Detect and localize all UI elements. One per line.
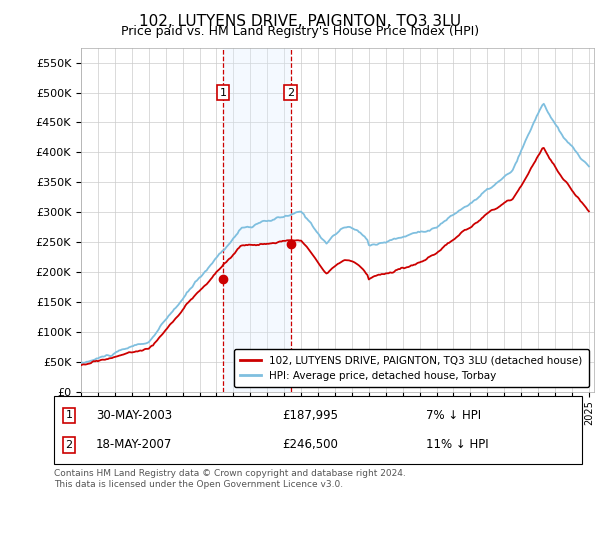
Text: 1: 1	[65, 410, 73, 421]
Bar	[223, 48, 290, 392]
Text: 11% ↓ HPI: 11% ↓ HPI	[426, 438, 488, 451]
Text: Price paid vs. HM Land Registry's House Price Index (HPI): Price paid vs. HM Land Registry's House …	[121, 25, 479, 38]
Text: Contains HM Land Registry data © Crown copyright and database right 2024.
This d: Contains HM Land Registry data © Crown c…	[54, 469, 406, 489]
Text: 7% ↓ HPI: 7% ↓ HPI	[426, 409, 481, 422]
Text: £246,500: £246,500	[282, 438, 338, 451]
Text: 18-MAY-2007: 18-MAY-2007	[96, 438, 172, 451]
Text: 1: 1	[220, 87, 226, 97]
Text: 102, LUTYENS DRIVE, PAIGNTON, TQ3 3LU: 102, LUTYENS DRIVE, PAIGNTON, TQ3 3LU	[139, 14, 461, 29]
Text: 2: 2	[65, 440, 73, 450]
Text: 2: 2	[287, 87, 294, 97]
Legend: 102, LUTYENS DRIVE, PAIGNTON, TQ3 3LU (detached house), HPI: Average price, deta: 102, LUTYENS DRIVE, PAIGNTON, TQ3 3LU (d…	[234, 349, 589, 387]
Text: £187,995: £187,995	[282, 409, 338, 422]
Text: 30-MAY-2003: 30-MAY-2003	[96, 409, 172, 422]
